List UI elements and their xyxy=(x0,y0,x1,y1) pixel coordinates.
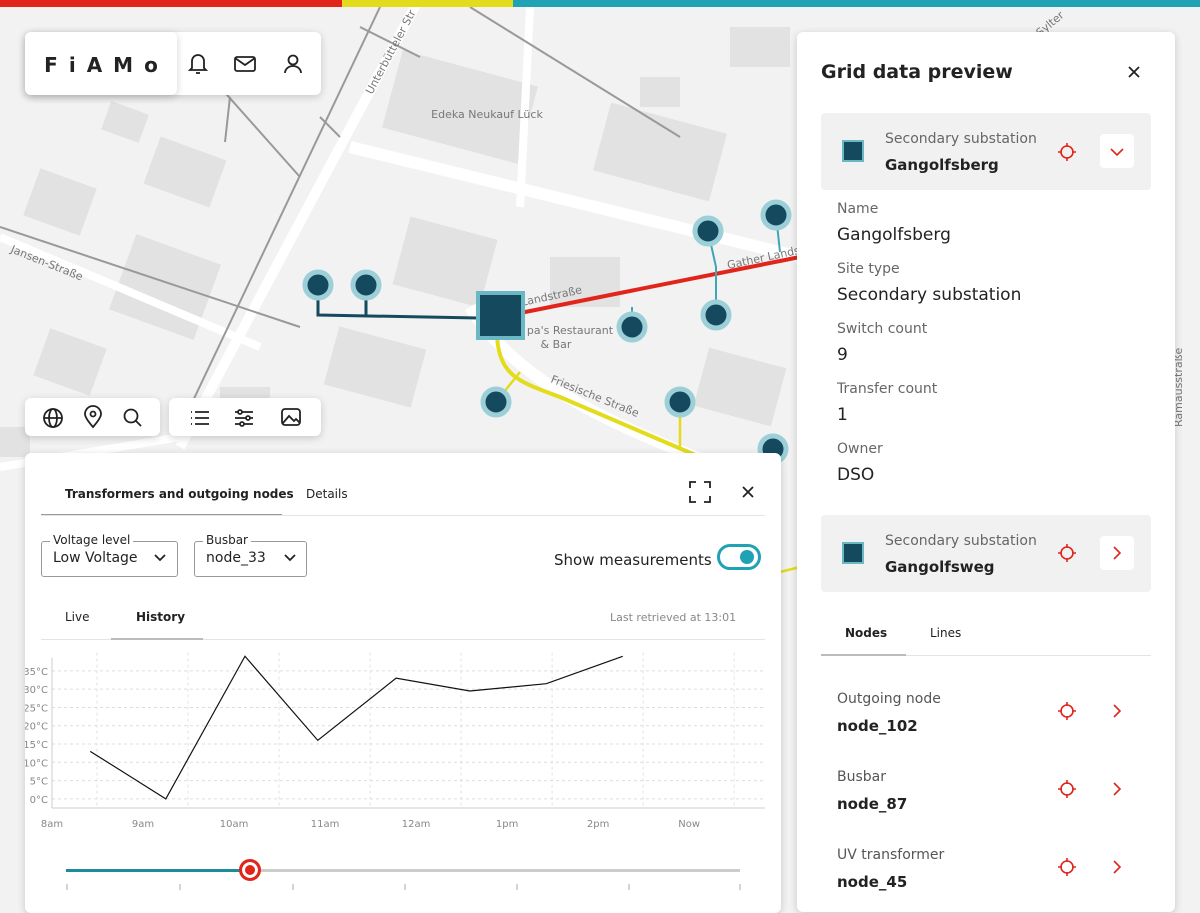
item-type: Secondary substation xyxy=(885,131,1037,147)
y-tick-label: 15°C xyxy=(25,740,48,751)
item-name[interactable]: node_87 xyxy=(837,795,907,813)
tab[interactable]: Lines xyxy=(930,626,961,640)
y-tick-label: 35°C xyxy=(25,667,48,678)
panel-title: Grid data preview xyxy=(821,61,1013,83)
field-label: Switch count xyxy=(837,321,927,337)
image-icon[interactable] xyxy=(282,409,300,425)
expand-icon[interactable] xyxy=(690,482,710,502)
x-tick-label: 2pm xyxy=(587,819,609,830)
chevron-right xyxy=(1114,547,1120,559)
panel-icons xyxy=(688,480,768,508)
locate-icon[interactable] xyxy=(1058,544,1076,562)
globe-icon[interactable] xyxy=(44,409,62,427)
logo: FiAMo xyxy=(25,53,177,77)
item-icons[interactable] xyxy=(1055,855,1135,879)
bell-icon[interactable] xyxy=(190,55,206,73)
substation-icon xyxy=(842,140,864,162)
x-tick-label: 10am xyxy=(220,819,249,830)
field-label: Owner xyxy=(837,441,883,457)
color-bar-red xyxy=(0,0,342,7)
item-name: Gangolfsweg xyxy=(885,558,995,576)
map-label: pa's Restaurant xyxy=(527,324,614,337)
slider-knob[interactable] xyxy=(239,859,261,881)
y-tick-label: 20°C xyxy=(25,722,48,733)
close-icon[interactable] xyxy=(743,487,753,497)
field-value: Secondary substation xyxy=(837,285,1021,305)
filter-icon[interactable] xyxy=(235,410,253,426)
map-label: Jansen-Straße xyxy=(8,242,85,283)
chevron-down xyxy=(1111,149,1123,155)
list-icon[interactable] xyxy=(191,412,209,424)
y-tick-label: 10°C xyxy=(25,758,48,769)
item-icons[interactable] xyxy=(1055,699,1135,723)
tab[interactable]: Details xyxy=(306,487,348,501)
map-label: Edeka Neukauf Lück xyxy=(431,108,543,121)
color-bar-teal xyxy=(513,0,1200,7)
substation[interactable] xyxy=(478,293,523,338)
chevrons xyxy=(150,550,300,566)
y-tick-label: 25°C xyxy=(25,703,48,714)
item-type: Secondary substation xyxy=(885,533,1037,549)
tab[interactable]: Nodes xyxy=(845,626,887,640)
slider-fill xyxy=(66,869,250,872)
substation-icon xyxy=(842,542,864,564)
field-label: Name xyxy=(837,201,878,217)
toggle-knob xyxy=(740,550,754,564)
x-tick-label: 8am xyxy=(41,819,63,830)
item-type[interactable]: UV transformer xyxy=(837,847,944,863)
select-label: Busbar xyxy=(203,533,251,547)
pin-icon[interactable] xyxy=(85,406,101,427)
map-label: & Bar xyxy=(541,338,572,351)
toggle-label: Show measurements xyxy=(554,551,712,569)
field-value: Gangolfsberg xyxy=(837,225,951,245)
field-label: Site type xyxy=(837,261,900,277)
history-chart: 0°C 5°C 10°C 15°C 20°C 25°C 30°C 35°C 8am 9am 10am… xyxy=(25,640,780,840)
item-type[interactable]: Outgoing node xyxy=(837,691,941,707)
user-icon[interactable] xyxy=(285,56,301,74)
select-value: Low Voltage xyxy=(53,550,138,566)
logo-box[interactable]: FiAMo xyxy=(25,32,177,95)
x-tick-label: 9am xyxy=(132,819,154,830)
toggle[interactable] xyxy=(717,544,761,570)
toolbar-icons xyxy=(40,405,310,431)
field-value: DSO xyxy=(837,465,874,485)
tab[interactable]: Transformers and outgoing nodes xyxy=(65,487,294,501)
card-icons xyxy=(1055,541,1135,565)
field-value: 9 xyxy=(837,345,848,365)
item-name[interactable]: node_45 xyxy=(837,873,907,891)
slider-ticks xyxy=(60,882,750,892)
x-tick-label: Now xyxy=(678,819,700,830)
locate-icon[interactable] xyxy=(1058,143,1076,161)
tab-underline xyxy=(821,654,906,656)
header-icons xyxy=(186,52,306,78)
subtab[interactable]: Live xyxy=(65,610,90,624)
item-icons[interactable] xyxy=(1055,777,1135,801)
x-tick-label: 11am xyxy=(311,819,340,830)
field-label: Transfer count xyxy=(837,381,937,397)
color-bar-yellow xyxy=(342,0,513,7)
y-tick-label: 30°C xyxy=(25,685,48,696)
field-value: 1 xyxy=(837,405,848,425)
last-retrieved: Last retrieved at 13:01 xyxy=(610,611,736,624)
close-icon[interactable] xyxy=(1125,63,1145,83)
y-tick-label: 5°C xyxy=(30,777,48,788)
item-name[interactable]: node_102 xyxy=(837,717,918,735)
tab-divider xyxy=(41,515,765,516)
search-icon[interactable] xyxy=(125,410,142,427)
select-label: Voltage level xyxy=(50,533,133,547)
data-line xyxy=(90,656,623,799)
y-tick-label: 0°C xyxy=(30,795,48,806)
item-name: Gangolfsberg xyxy=(885,156,999,174)
item-type[interactable]: Busbar xyxy=(837,769,886,785)
subtab[interactable]: History xyxy=(136,610,185,624)
card-icons xyxy=(1055,140,1135,164)
x-tick-label: 1pm xyxy=(496,819,518,830)
x-tick-label: 12am xyxy=(402,819,431,830)
mail-icon[interactable] xyxy=(235,57,255,71)
